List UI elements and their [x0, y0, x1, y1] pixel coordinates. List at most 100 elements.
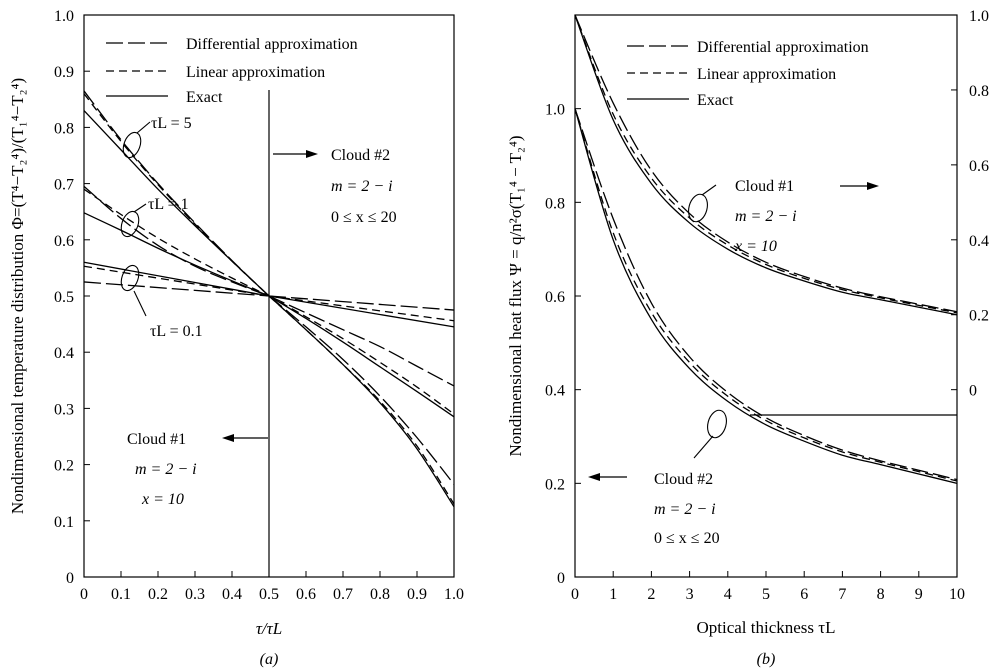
a-xtick-label: 0.8 — [370, 586, 390, 603]
cloud2-b-line1: Cloud #2 — [654, 471, 713, 488]
panel-b-ylabel: Nondimensional heat flux Ψ = q/n²σ(T₁⁴ −… — [506, 135, 525, 456]
a-xtick-label: 0.7 — [333, 586, 353, 603]
a-xtick-label: 0.9 — [407, 586, 427, 603]
b-series-line-0 — [574, 14, 958, 316]
b-xtick-label: 4 — [724, 586, 732, 603]
b-xtick-label: 5 — [762, 586, 770, 603]
curve-label-tau5: τL = 5 — [151, 115, 192, 132]
a-ytick-label: 0.9 — [54, 64, 74, 81]
a-xtick-label: 0 — [80, 586, 88, 603]
callout-ellipse-b-cloud2 — [707, 409, 727, 439]
b-xtick-label: 0 — [571, 586, 579, 603]
a-ytick-label: 0 — [66, 570, 74, 587]
a-ytick-label: 1.0 — [54, 8, 74, 25]
a-series-line-11 — [268, 295, 455, 311]
a-ytick-label: 0.6 — [54, 233, 74, 250]
a-series-line-2 — [83, 90, 270, 297]
legend-a-label-0: Differential approximation — [186, 36, 358, 53]
a-xtick-label: 0.1 — [111, 586, 131, 603]
cloud1-a-line3: x = 10 — [141, 491, 184, 508]
b-series-line-2 — [574, 14, 958, 313]
arrowhead-right-a — [306, 150, 318, 158]
a-ytick-label: 0.8 — [54, 120, 74, 137]
a-ytick-label: 0.5 — [54, 289, 74, 306]
cloud2-a-line2: m = 2 − i — [331, 178, 393, 195]
b-ytick-left-label: 0.6 — [545, 289, 565, 306]
a-series-line-17 — [268, 295, 455, 485]
cloud2-a-line1: Cloud #2 — [331, 147, 390, 164]
callout-ellipse-tau01 — [120, 264, 140, 292]
b-xtick-label: 1 — [609, 586, 617, 603]
panel-a-legend: Differential approximation Linear approx… — [106, 36, 358, 106]
b-ytick-left-label: 0.2 — [545, 476, 565, 493]
cloud2-a-line3: 0 ≤ x ≤ 20 — [331, 209, 397, 226]
a-ytick-label: 0.1 — [54, 514, 74, 531]
b-ytick-right-label: 1.0 — [969, 8, 989, 25]
callout-leader-b-cloud2 — [693, 435, 714, 459]
a-ytick-label: 0.2 — [54, 458, 74, 475]
a-series-line-14 — [268, 295, 455, 387]
curve-label-tau1: τL = 1 — [148, 196, 189, 213]
panel-a-cloud2-annotation: Cloud #2 m = 2 − i 0 ≤ x ≤ 20 — [273, 147, 397, 226]
panel-a-cloud1-annotation: Cloud #1 m = 2 − i x = 10 — [127, 431, 268, 508]
b-xtick-label: 9 — [915, 586, 923, 603]
arrowhead-right-b — [867, 182, 879, 190]
panel-b-caption: (b) — [757, 651, 776, 668]
cloud1-b-line1: Cloud #1 — [735, 178, 794, 195]
legend-a-label-2: Exact — [186, 89, 223, 106]
a-xtick-label: 0.2 — [148, 586, 168, 603]
b-xtick-label: 7 — [838, 586, 846, 603]
b-xtick-label: 10 — [949, 586, 965, 603]
panel-b-ticks: 0 1 2 3 4 5 6 7 8 9 10 0 0.2 0.4 0.6 0.8 1.0 0 0.2 0.4 0.6 0.… — [545, 8, 989, 603]
cloud1-a-line2: m = 2 − i — [135, 461, 197, 478]
panel-b: 0 1 2 3 4 5 6 7 8 9 10 0 0.2 0.4 0.6 0.8 1.0 0 0.2 0.4 0.6 0.… — [506, 8, 989, 668]
b-xtick-label: 8 — [877, 586, 885, 603]
callout-leader-tau1 — [133, 203, 147, 213]
b-ytick-right-label: 0.4 — [969, 233, 989, 250]
legend-b-label-2: Exact — [697, 92, 734, 109]
a-series-line-7 — [83, 265, 270, 297]
cloud2-b-line2: m = 2 − i — [654, 501, 716, 518]
panel-b-cloud2-annotation: Cloud #2 m = 2 − i 0 ≤ x ≤ 20 — [588, 409, 727, 547]
panel-a-curves — [83, 90, 455, 508]
panel-a-ticks: 0 0.1 0.2 0.3 0.4 0.5 0.6 0.7 0.8 0.9 1.0 0 0.1 0.2 0.… — [54, 8, 464, 603]
a-xtick-label: 0.4 — [222, 586, 242, 603]
a-series-line-8 — [83, 281, 270, 297]
legend-a-label-1: Linear approximation — [186, 64, 325, 81]
a-xtick-label: 1.0 — [444, 586, 464, 603]
a-xtick-label: 0.5 — [259, 586, 279, 603]
b-ytick-left-label: 0 — [557, 570, 565, 587]
b-ytick-left-label: 0.4 — [545, 383, 565, 400]
callout-leader-b-cloud1 — [701, 184, 717, 196]
a-series-line-9 — [268, 295, 455, 328]
a-xtick-label: 0.6 — [296, 586, 316, 603]
b-series-line-1 — [574, 14, 958, 314]
curve-label-tau01: τL = 0.1 — [150, 323, 203, 340]
a-ytick-label: 0.7 — [54, 177, 74, 194]
b-ytick-right-label: 0.6 — [969, 158, 989, 175]
panel-a-curve-labels: τL = 5 τL = 1 τL = 0.1 — [120, 115, 203, 340]
cloud1-b-line2: m = 2 − i — [735, 208, 797, 225]
callout-leader-tau5 — [136, 121, 151, 134]
panel-a-ylabel: Nondimensional temperature distribution … — [8, 78, 27, 514]
b-ytick-left-label: 0.8 — [545, 195, 565, 212]
a-series-line-4 — [83, 188, 270, 297]
callout-leader-tau01 — [133, 290, 147, 317]
b-series-line-4 — [574, 108, 958, 482]
panel-b-xlabel: Optical thickness τL — [696, 618, 835, 637]
legend-b-label-0: Differential approximation — [697, 39, 869, 56]
b-xtick-label: 6 — [800, 586, 808, 603]
b-ytick-right-label: 0.8 — [969, 83, 989, 100]
a-series-line-5 — [83, 185, 270, 297]
a-xtick-label: 0.3 — [185, 586, 205, 603]
b-ytick-right-label: 0 — [969, 383, 977, 400]
b-series-line-3 — [574, 108, 958, 484]
a-ytick-label: 0.4 — [54, 345, 74, 362]
a-series-line-10 — [268, 295, 455, 322]
cloud2-b-line3: 0 ≤ x ≤ 20 — [654, 530, 720, 547]
panel-b-legend: Differential approximation Linear approx… — [627, 39, 869, 109]
legend-b-label-1: Linear approximation — [697, 66, 836, 83]
callout-ellipse-b-cloud1 — [688, 193, 708, 223]
panel-a: 0 0.1 0.2 0.3 0.4 0.5 0.6 0.7 0.8 0.9 1.0 0 0.1 0.2 0.… — [8, 8, 464, 668]
